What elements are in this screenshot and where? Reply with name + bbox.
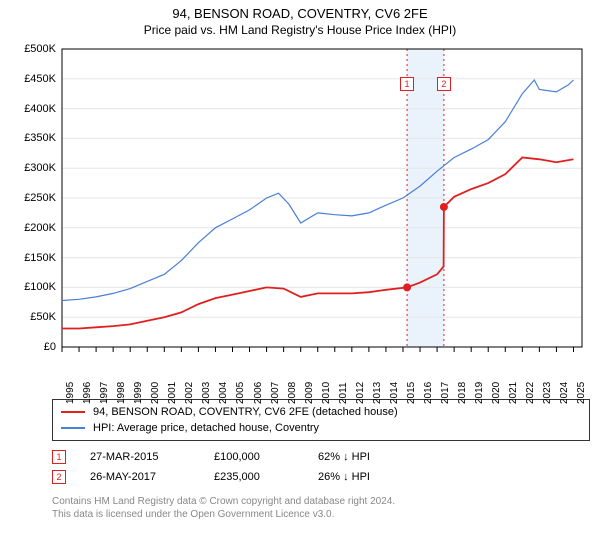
- legend-row: 94, BENSON ROAD, COVENTRY, CV6 2FE (deta…: [61, 404, 581, 420]
- y-tick-label: £500K: [24, 43, 56, 55]
- x-tick-label: 2009: [304, 382, 315, 404]
- x-tick-label: 2021: [508, 382, 519, 404]
- x-tick-label: 2023: [542, 382, 553, 404]
- y-tick-label: £150K: [24, 252, 56, 264]
- x-tick-label: 2010: [321, 382, 332, 404]
- y-tick-label: £400K: [24, 103, 56, 115]
- x-tick-label: 2017: [440, 382, 451, 404]
- x-tick-label: 2025: [576, 382, 587, 404]
- y-tick-label: £0: [44, 341, 56, 353]
- x-tick-label: 2015: [406, 382, 417, 404]
- x-tick-label: 2013: [372, 382, 383, 404]
- x-tick-label: 2000: [150, 382, 161, 404]
- x-tick-label: 1995: [65, 382, 76, 404]
- y-tick-label: £350K: [24, 132, 56, 144]
- x-tick-label: 1998: [116, 382, 127, 404]
- title-block: 94, BENSON ROAD, COVENTRY, CV6 2FE Price…: [0, 0, 600, 39]
- attribution-footnote: Contains HM Land Registry data © Crown c…: [52, 495, 600, 521]
- sale-delta: 26% ↓ HPI: [318, 471, 408, 483]
- title-subtitle: Price paid vs. HM Land Registry's House …: [10, 23, 590, 37]
- x-tick-label: 2002: [184, 382, 195, 404]
- legend-swatch: [61, 427, 85, 428]
- y-tick-label: £200K: [24, 222, 56, 234]
- sale-marker-2: 2: [437, 77, 451, 91]
- sale-date: 27-MAR-2015: [90, 451, 190, 463]
- x-tick-label: 2019: [474, 382, 485, 404]
- sale-marker-inline: 2: [52, 470, 66, 484]
- footnote-line: This data is licensed under the Open Gov…: [52, 508, 600, 521]
- x-tick-label: 1996: [82, 382, 93, 404]
- x-tick-label: 2020: [491, 382, 502, 404]
- x-tick-label: 2003: [201, 382, 212, 404]
- x-tick-label: 2018: [457, 382, 468, 404]
- x-tick-label: 2008: [287, 382, 298, 404]
- x-axis-ticks: 1995199619971998199920002001200220032004…: [62, 348, 582, 393]
- sale-marker-inline: 1: [52, 450, 66, 464]
- y-tick-label: £300K: [24, 162, 56, 174]
- sale-delta: 62% ↓ HPI: [318, 451, 408, 463]
- title-address: 94, BENSON ROAD, COVENTRY, CV6 2FE: [10, 6, 590, 21]
- sales-table: 1 27-MAR-2015 £100,000 62% ↓ HPI 2 26-MAY-201…: [52, 447, 600, 487]
- legend: 94, BENSON ROAD, COVENTRY, CV6 2FE (deta…: [52, 399, 590, 441]
- x-tick-label: 2012: [355, 382, 366, 404]
- legend-row: HPI: Average price, detached house, Cove…: [61, 420, 581, 436]
- chart-svg: [10, 43, 590, 393]
- y-axis-ticks: £0£50K£100K£150K£200K£250K£300K£350K£400…: [10, 49, 60, 347]
- x-tick-label: 2011: [338, 382, 349, 404]
- x-tick-label: 2014: [389, 382, 400, 404]
- y-tick-label: £250K: [24, 192, 56, 204]
- x-tick-label: 2022: [525, 382, 536, 404]
- x-tick-label: 2016: [423, 382, 434, 404]
- legend-label: 94, BENSON ROAD, COVENTRY, CV6 2FE (deta…: [93, 406, 398, 418]
- x-tick-label: 2004: [218, 382, 229, 404]
- x-tick-label: 2001: [167, 382, 178, 404]
- x-tick-label: 1999: [133, 382, 144, 404]
- x-tick-label: 2005: [235, 382, 246, 404]
- x-tick-label: 2007: [270, 382, 281, 404]
- x-tick-label: 1997: [99, 382, 110, 404]
- x-tick-label: 2024: [559, 382, 570, 404]
- sale-marker-1: 1: [400, 77, 414, 91]
- sale-price: £100,000: [214, 451, 294, 463]
- y-tick-label: £450K: [24, 73, 56, 85]
- sale-date: 26-MAY-2017: [90, 471, 190, 483]
- y-tick-label: £50K: [30, 311, 56, 323]
- legend-swatch: [61, 411, 85, 413]
- footnote-line: Contains HM Land Registry data © Crown c…: [52, 495, 600, 508]
- sale-price: £235,000: [214, 471, 294, 483]
- chart-area: £0 £50K £100K £150K £200K £250K £300K £350K £400…: [10, 43, 590, 393]
- x-tick-label: 2006: [253, 382, 264, 404]
- legend-label: HPI: Average price, detached house, Cove…: [93, 422, 319, 434]
- sale-row: 1 27-MAR-2015 £100,000 62% ↓ HPI: [52, 447, 600, 467]
- y-tick-label: £100K: [24, 281, 56, 293]
- sale-row: 2 26-MAY-2017 £235,000 26% ↓ HPI: [52, 467, 600, 487]
